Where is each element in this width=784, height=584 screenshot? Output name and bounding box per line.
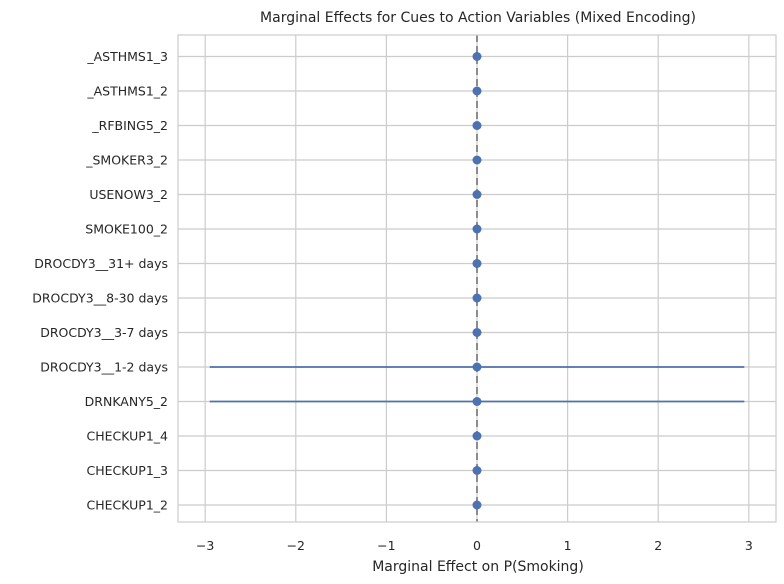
x-axis-ticks: −3 −2 −1 0 1 2 3 (196, 538, 753, 553)
data-point (472, 362, 482, 372)
y-axis-ticks: CHECKUP1_2 CHECKUP1_3 CHECKUP1_4 DRNKANY5_2… (32, 49, 168, 513)
data-point (472, 259, 482, 268)
y-tick-label: SMOKE100_2 (85, 222, 168, 237)
y-tick-label: USENOW3_2 (89, 187, 168, 202)
plot-frame (177, 34, 777, 523)
y-tick-label: DROCDY3__8-30 days (32, 291, 168, 306)
data-point (472, 155, 482, 165)
y-tick-label: DROCDY3__31+ days (34, 256, 168, 271)
data-points (472, 52, 482, 510)
data-point (472, 500, 482, 510)
y-tick-label: _ASTHMS1_3 (86, 49, 168, 64)
x-tick-label: −3 (196, 538, 214, 553)
x-tick-label: −1 (377, 538, 395, 553)
data-point (472, 397, 482, 406)
y-tick-label: _ASTHMS1_2 (86, 84, 168, 99)
y-tick-label: CHECKUP1_2 (87, 498, 168, 513)
data-point (472, 293, 482, 303)
data-point (472, 224, 482, 234)
y-tick-label: CHECKUP1_4 (87, 429, 169, 444)
data-point (472, 328, 482, 337)
x-tick-label: 2 (654, 538, 662, 553)
data-point (472, 431, 482, 441)
y-tick-label: DROCDY3__3-7 days (40, 325, 168, 340)
data-point (472, 466, 482, 475)
data-point (472, 121, 482, 130)
data-point (472, 190, 482, 199)
x-axis-label: Marginal Effect on P(Smoking) (372, 559, 584, 575)
x-tick-label: 0 (473, 538, 481, 553)
y-tick-label: DRNKANY5_2 (85, 394, 168, 409)
y-tick-label: _SMOKER3_2 (85, 153, 168, 168)
x-tick-label: −2 (287, 538, 305, 553)
y-tick-label: _RFBING5_2 (91, 118, 168, 133)
x-tick-label: 1 (564, 538, 572, 553)
y-tick-label: DROCDY3__1-2 days (40, 360, 168, 375)
chart-title: Marginal Effects for Cues to Action Vari… (260, 10, 696, 26)
data-point (472, 86, 482, 96)
y-tick-label: CHECKUP1_3 (87, 463, 168, 478)
x-tick-label: 3 (745, 538, 753, 553)
data-point (472, 52, 482, 61)
